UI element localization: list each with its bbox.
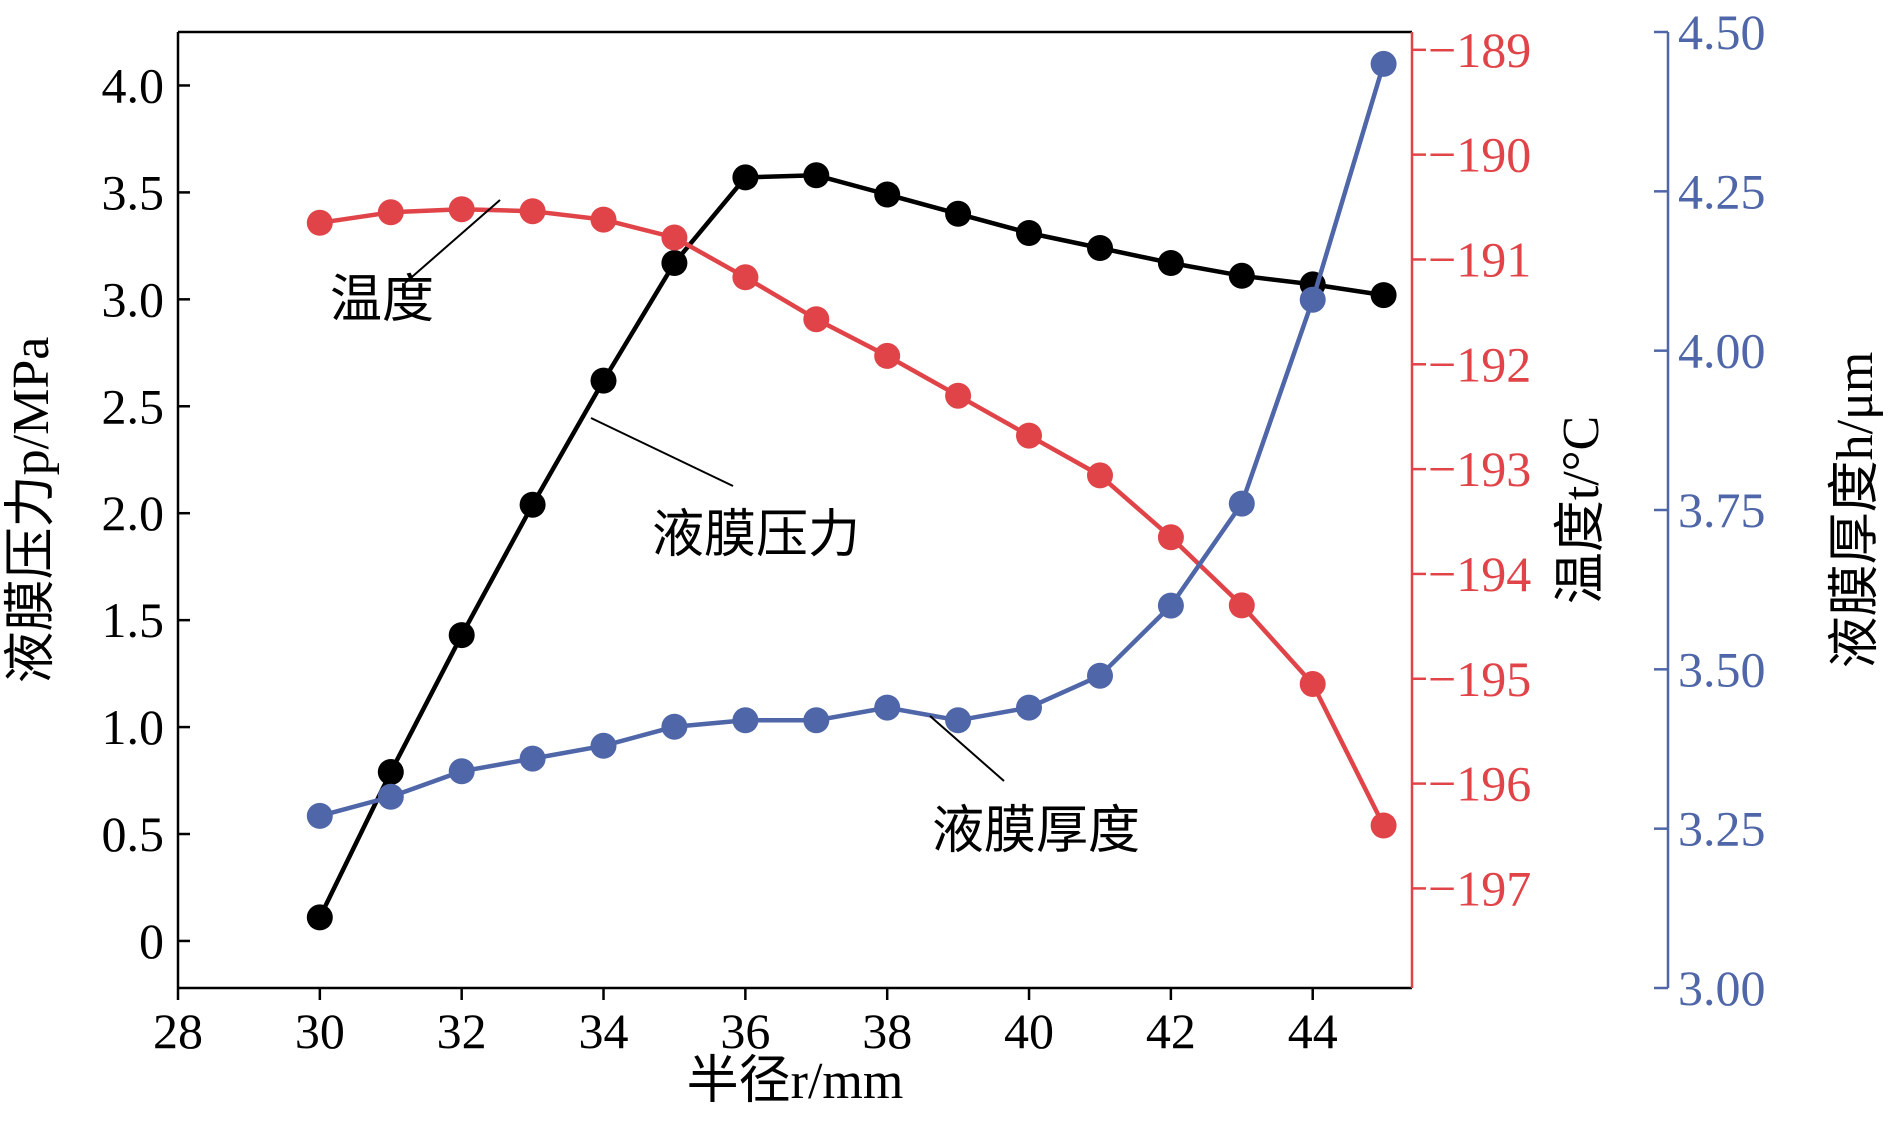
thickness-data-point [377, 783, 404, 810]
thickness-data-point [732, 707, 759, 734]
thickness-tick-label: 3.25 [1678, 801, 1766, 857]
x-tick-label: 40 [1004, 1003, 1054, 1059]
pressure-data-point [1157, 250, 1184, 276]
temperature-data-point [1157, 524, 1184, 551]
thickness-tick-label: 3.00 [1678, 960, 1766, 1016]
thickness-data-point [803, 707, 830, 734]
left-tick-label: 3.5 [102, 164, 165, 220]
pressure-data-point [519, 491, 546, 518]
temperature-tick-label: −189 [1428, 22, 1531, 78]
temperature-data-point [945, 382, 972, 409]
thickness-data-point [306, 802, 333, 829]
thickness-tick-label: 4.50 [1678, 4, 1766, 60]
axes-layer: 28 30 32 34 36 38 40 42 44 0 0.5 1.0 1.5 2.0 2.5 3.0 3.5… [3, 4, 1884, 1110]
pressure-data-point [803, 162, 830, 189]
temperature-data-point [448, 196, 475, 223]
left-axis-title: 液膜压力p/MPa [3, 337, 60, 684]
annotation-label: 液膜厚度 [932, 803, 1140, 860]
temperature-data-point [874, 342, 901, 369]
thickness-data-point [945, 707, 972, 734]
thickness-data-point [1228, 490, 1255, 517]
temperature-tick-label: −193 [1428, 441, 1531, 497]
thickness-tick-label: 3.75 [1678, 482, 1766, 538]
annotation-leader-line [590, 417, 734, 487]
pressure-data-point [945, 200, 972, 227]
pressure-data-point [1228, 262, 1255, 289]
left-tick-label: 1.5 [102, 592, 165, 648]
temperature-data-point [1228, 592, 1255, 619]
pressure-data-point [1370, 282, 1397, 309]
left-tick-label: 3.0 [102, 271, 165, 327]
pressure-data-point [874, 181, 901, 208]
x-tick-label: 42 [1146, 1003, 1196, 1059]
thickness-tick-label: 3.50 [1678, 641, 1766, 697]
series-layer [306, 50, 1397, 931]
left-tick-label: 2.0 [102, 485, 165, 541]
left-tick-label: 1.0 [102, 699, 165, 755]
left-tick-label: 4.0 [102, 57, 165, 113]
temperature-data-point [1016, 422, 1042, 449]
pressure-series-line [317, 173, 1384, 919]
pressure-data-point [732, 164, 759, 191]
annotation-leader-line [929, 715, 1005, 782]
left-tick-label: 0.5 [102, 806, 165, 862]
pressure-data-point [661, 250, 688, 276]
pressure-data-point [1016, 220, 1042, 246]
thickness-data-point [590, 732, 617, 759]
temperature-data-point [519, 198, 546, 225]
annotation-leader-line [404, 199, 501, 284]
temperature-data-point [803, 306, 830, 333]
temperature-data-point [661, 224, 688, 251]
thickness-data-point [1370, 50, 1397, 77]
thickness-data-point [519, 745, 546, 772]
left-tick-label: 0 [139, 913, 164, 969]
thickness-data-point [874, 694, 901, 721]
x-tick-label: 44 [1288, 1003, 1338, 1059]
temperature-data-point [306, 209, 333, 236]
temperature-tick-label: −197 [1428, 860, 1531, 916]
temperature-tick-label: −190 [1428, 127, 1531, 183]
pressure-data-point [448, 622, 475, 649]
annotation-label: 温度 [330, 272, 434, 329]
x-axis-title: 半径r/mm [687, 1053, 904, 1110]
thickness-series-line [319, 63, 1386, 819]
thickness-data-point [1016, 694, 1042, 721]
annotation-label: 液膜压力 [652, 507, 860, 564]
thickness-data-point [1087, 662, 1113, 689]
temperature-data-point [377, 199, 404, 226]
temperature-data-point [1370, 812, 1397, 839]
temperature-data-point [732, 264, 759, 291]
x-tick-label: 36 [720, 1003, 770, 1059]
pressure-data-point [306, 904, 333, 931]
pressure-data-point [1087, 235, 1113, 261]
x-tick-label: 34 [579, 1003, 629, 1059]
thickness-tick-label: 4.25 [1678, 163, 1766, 219]
temperature-data-point [590, 206, 617, 233]
temperature-data-point [1299, 671, 1326, 697]
temperature-tick-label: −196 [1428, 756, 1531, 812]
thickness-data-point [448, 758, 475, 785]
thickness-data-point [1299, 286, 1326, 313]
temperature-data-point [1087, 462, 1113, 489]
x-tick-label: 38 [862, 1003, 912, 1059]
pressure-data-point [590, 367, 617, 394]
x-tick-label: 32 [437, 1003, 487, 1059]
thickness-data-point [661, 713, 688, 740]
thickness-axis-title: 液膜厚度h/μm [1827, 352, 1884, 669]
temperature-tick-label: −195 [1428, 651, 1531, 707]
thickness-tick-label: 4.00 [1678, 323, 1766, 379]
x-tick-label: 28 [153, 1003, 203, 1059]
pressure-data-point [377, 759, 404, 785]
temperature-tick-label: −194 [1428, 546, 1531, 602]
x-tick-label: 30 [295, 1003, 345, 1059]
temperature-series-line [319, 206, 1386, 827]
left-tick-label: 2.5 [102, 378, 165, 434]
temperature-tick-label: −191 [1428, 231, 1531, 287]
thickness-data-point [1157, 592, 1184, 619]
temperature-tick-label: −192 [1428, 336, 1531, 392]
temperature-axis-title: 温度t/°C [1553, 416, 1610, 604]
